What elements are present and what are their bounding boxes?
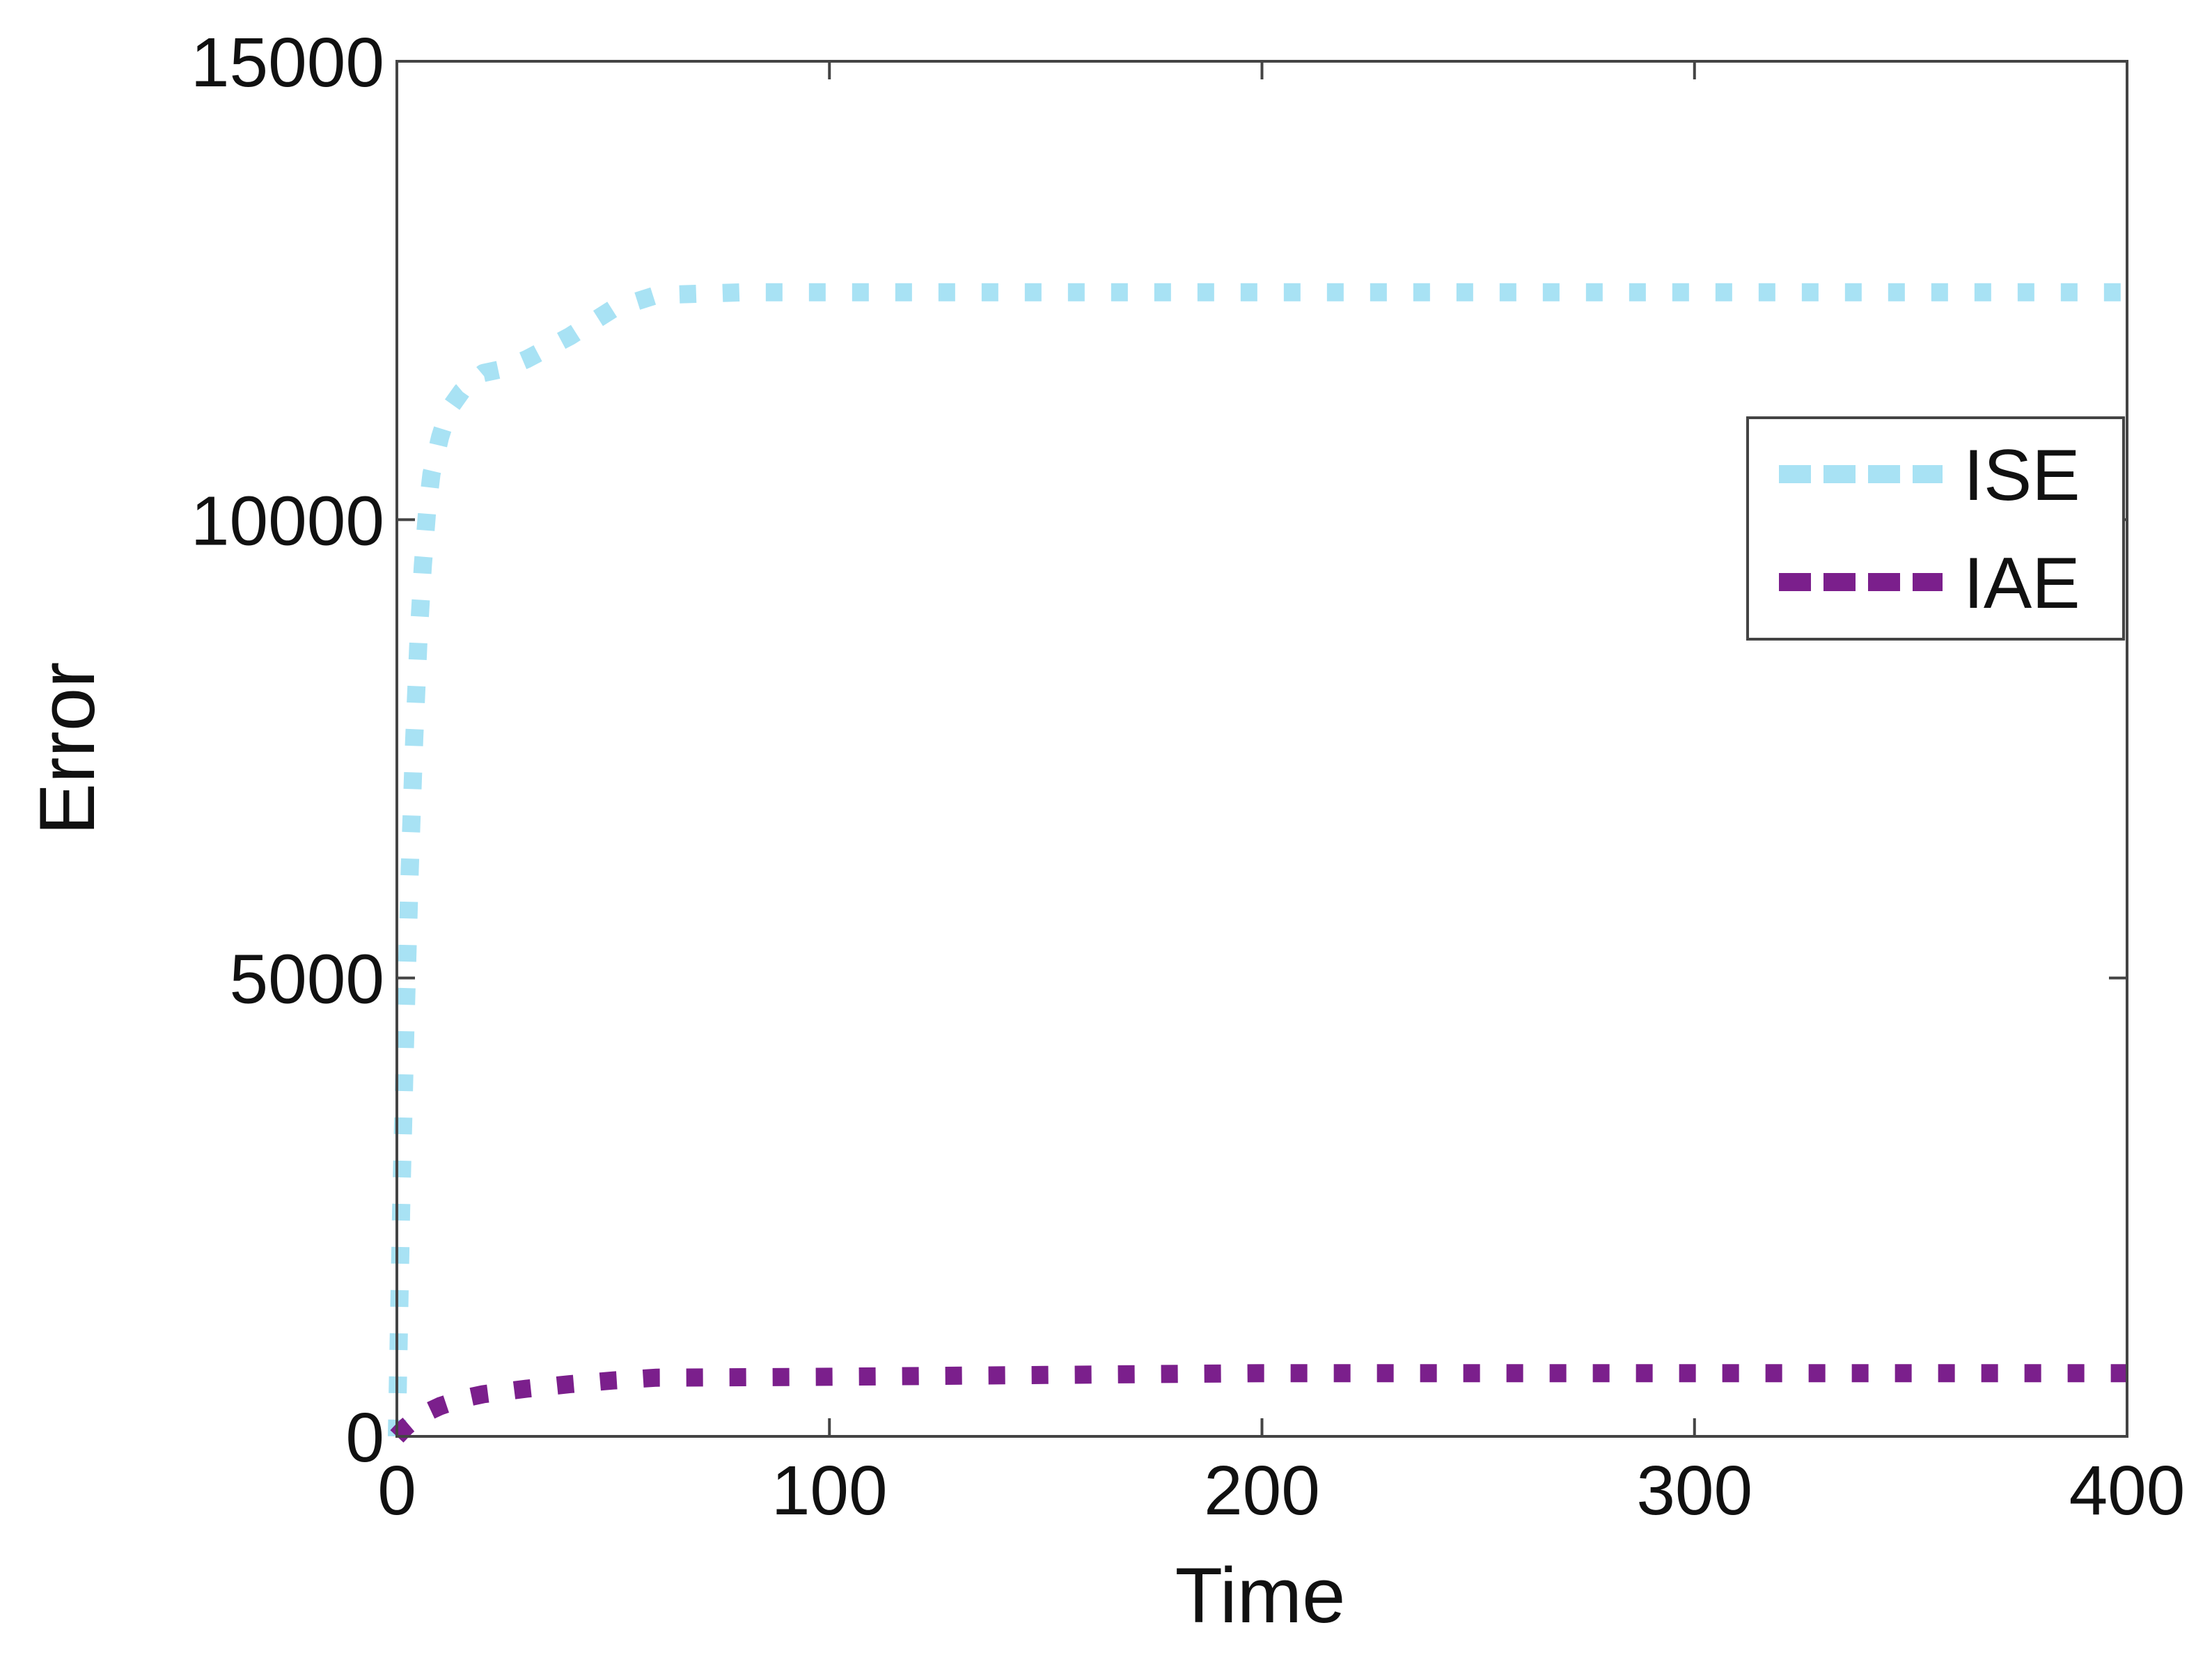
legend-label-iae: IAE xyxy=(1963,543,2080,624)
y-tick-label: 0 xyxy=(345,1399,384,1477)
legend-box xyxy=(1746,416,2125,641)
x-tick-label: 100 xyxy=(771,1452,888,1530)
x-axis-label: Time xyxy=(1175,1552,1346,1639)
series-layer xyxy=(388,283,2127,1443)
x-tick-label: 400 xyxy=(2069,1452,2186,1530)
y-tick-label: 10000 xyxy=(191,482,384,560)
legend: ISE IAE xyxy=(1746,416,2125,641)
y-tick-label: 5000 xyxy=(230,941,384,1019)
x-tick-label: 200 xyxy=(1204,1452,1320,1530)
x-tick-label: 300 xyxy=(1636,1452,1752,1530)
x-tick-label: 0 xyxy=(377,1452,416,1530)
axis-ticks: 0 100 200 300 400 0 5000 10000 15000 xyxy=(191,24,2186,1530)
series-line-iae xyxy=(390,1364,2127,1443)
y-tick-label: 15000 xyxy=(191,24,384,102)
y-axis-label: Error xyxy=(24,662,111,836)
legend-label-ise: ISE xyxy=(1963,435,2080,516)
series-line-ise xyxy=(388,283,2127,1437)
